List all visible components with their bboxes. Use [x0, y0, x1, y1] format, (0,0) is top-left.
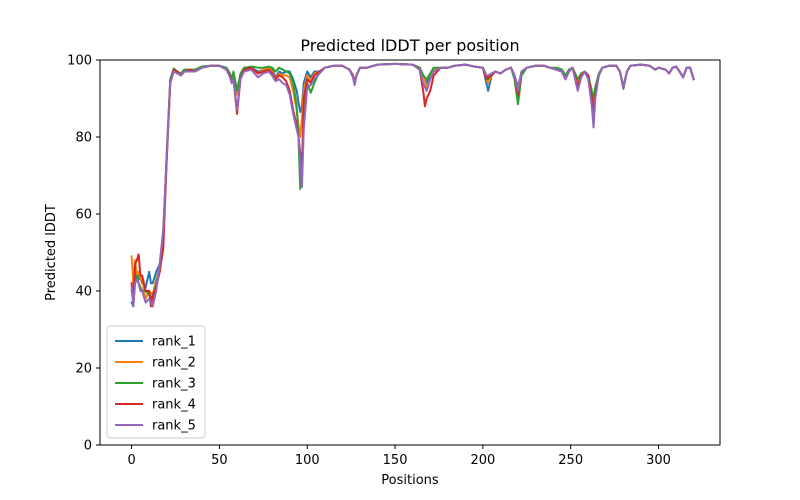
y-tick-label: 40 — [75, 285, 92, 300]
y-tick-label: 100 — [67, 54, 92, 69]
plot-area — [99, 59, 721, 446]
y-tick-label: 20 — [75, 362, 92, 377]
legend-label-rank_2: rank_2 — [152, 356, 196, 371]
x-tick-label: 50 — [211, 453, 228, 468]
legend-label-rank_1: rank_1 — [152, 335, 196, 350]
x-axis-label: Positions — [381, 473, 439, 488]
x-tick-label: 100 — [295, 453, 320, 468]
legend-box — [106, 325, 206, 439]
chart-title: Predicted lDDT per position — [300, 36, 519, 55]
x-tick-label: 250 — [558, 453, 583, 468]
x-tick-label: 0 — [127, 453, 135, 468]
series-lines — [130, 62, 695, 308]
y-tick-label: 60 — [75, 208, 92, 223]
x-tick-label: 200 — [470, 453, 495, 468]
y-tick-label: 0 — [84, 439, 92, 454]
x-tick-label: 300 — [646, 453, 671, 468]
x-tick-label: 150 — [383, 453, 408, 468]
legend-label-rank_3: rank_3 — [152, 377, 196, 392]
x-axis-ticks: 0 50 100 150 200 250 300 — [127, 445, 671, 468]
axes-frame — [99, 59, 721, 446]
legend-label-rank_4: rank_4 — [152, 398, 196, 413]
y-tick-label: 80 — [75, 131, 92, 146]
legend: rank_1 rank_2 rank_3 rank_4 rank_5 — [106, 325, 206, 439]
series-line-rank_5 — [130, 62, 695, 308]
y-axis-ticks: 0 20 40 60 80 100 — [67, 54, 100, 454]
legend-label-rank_5: rank_5 — [152, 419, 196, 434]
y-axis-label: Predicted lDDT — [44, 204, 59, 301]
